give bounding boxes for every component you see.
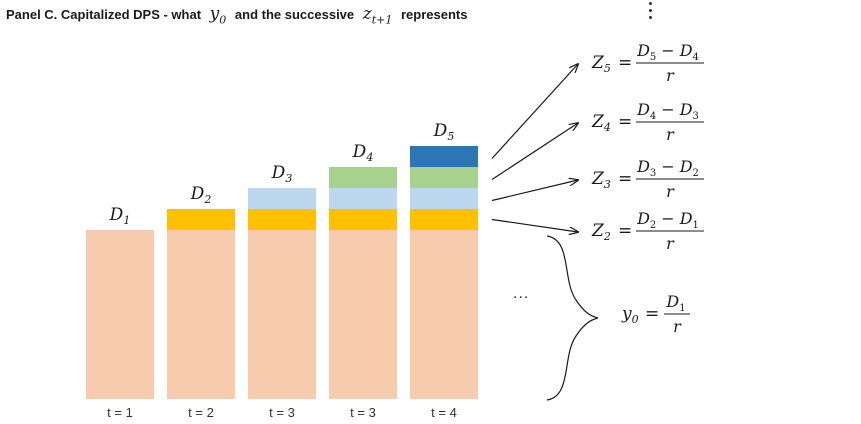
formula-denominator: r bbox=[666, 234, 675, 253]
bar-5: D5 t = 4 bbox=[410, 121, 478, 420]
bar-4-layer-3 bbox=[329, 188, 397, 209]
formula-y0-equals: = bbox=[645, 304, 659, 324]
bar-5-layer-3 bbox=[410, 188, 478, 209]
bar-5-dividend-label: D5 bbox=[433, 121, 455, 143]
bar-3-dividend-label: D3 bbox=[271, 163, 293, 185]
title-y0-var: y bbox=[209, 4, 220, 24]
title-middle: and the successive bbox=[234, 7, 355, 22]
arrow-to-formula-1 bbox=[491, 64, 578, 159]
title-y0-sub: 0 bbox=[219, 13, 227, 27]
formula-numerator: D2− D1 bbox=[636, 209, 699, 231]
arrow-to-formula-4 bbox=[491, 218, 578, 233]
formula-y0-denominator: r bbox=[673, 317, 682, 336]
bar-5-layer-4 bbox=[410, 167, 478, 188]
bar-3-layer-3 bbox=[248, 188, 316, 209]
formula-lhs: Z3 bbox=[591, 169, 611, 191]
arrow-to-formula-2 bbox=[491, 123, 578, 181]
bar-3-time-label: t = 3 bbox=[269, 405, 295, 420]
arrow-to-formula-3 bbox=[491, 180, 578, 202]
bar-2: D2 t = 2 bbox=[167, 184, 235, 420]
title-z-symbol: zt+1 bbox=[362, 4, 393, 27]
formula-numerator: D4− D3 bbox=[636, 100, 699, 122]
bar-5-layer-5 bbox=[410, 146, 478, 167]
formula-z2: Z2 =D2− D1 r bbox=[591, 209, 704, 253]
bars-group: D1 t = 1 D2 t = 2 D3 t = 3 D4 t = 3 D5 t = 4 bbox=[86, 121, 478, 420]
title-suffix: represents bbox=[401, 7, 468, 22]
bar-4-layer-1 bbox=[329, 230, 397, 399]
bar-1-layer-1 bbox=[86, 230, 154, 399]
bar-4: D4 t = 3 bbox=[329, 142, 397, 420]
bar-5-layer-1 bbox=[410, 230, 478, 399]
arrows-group bbox=[491, 64, 578, 233]
formula-numerator: D3− D2 bbox=[636, 157, 699, 179]
formula-z4: Z4 =D4− D3 r bbox=[591, 100, 704, 144]
formula-denominator: r bbox=[666, 182, 675, 201]
formula-equals: = bbox=[618, 53, 632, 73]
bar-2-time-label: t = 2 bbox=[188, 405, 214, 420]
horizontal-ellipsis: ... bbox=[513, 285, 530, 302]
formula-equals: = bbox=[618, 112, 632, 132]
bar-5-layer-2 bbox=[410, 209, 478, 230]
bar-4-dividend-label: D4 bbox=[352, 142, 374, 164]
bar-2-dividend-label: D2 bbox=[190, 184, 212, 206]
bar-1-time-label: t = 1 bbox=[107, 405, 133, 420]
vertical-ellipsis-icon bbox=[648, 2, 654, 23]
formula-equals: = bbox=[618, 169, 632, 189]
bar-2-layer-2 bbox=[167, 209, 235, 230]
title-prefix: Panel C. Capitalized DPS - what bbox=[6, 7, 202, 22]
formula-y0-lhs: y0 bbox=[621, 304, 639, 326]
formula-denominator: r bbox=[666, 125, 675, 144]
bar-4-layer-4 bbox=[329, 167, 397, 188]
formula-y0-numerator: D1 bbox=[665, 292, 685, 314]
title-y0-symbol: y0 bbox=[209, 4, 227, 27]
curly-brace bbox=[546, 235, 599, 401]
bar-3-layer-2 bbox=[248, 209, 316, 230]
formula-lhs: Z4 bbox=[591, 112, 611, 134]
bar-5-time-label: t = 4 bbox=[431, 405, 457, 420]
bar-4-time-label: t = 3 bbox=[350, 405, 376, 420]
formula-equals: = bbox=[618, 221, 632, 241]
formula-lhs: Z5 bbox=[591, 53, 611, 75]
bar-3: D3 t = 3 bbox=[248, 163, 316, 420]
bar-2-layer-1 bbox=[167, 230, 235, 399]
formula-z3: Z3 =D3− D2 r bbox=[591, 157, 704, 201]
formula-lhs: Z2 bbox=[591, 221, 611, 243]
bar-3-layer-1 bbox=[248, 230, 316, 399]
bar-1-dividend-label: D1 bbox=[109, 205, 131, 227]
title-z-var: z bbox=[362, 4, 372, 24]
bar-4-layer-2 bbox=[329, 209, 397, 230]
formula-z5: Z5 =D5− D4 r bbox=[591, 41, 704, 85]
formula-denominator: r bbox=[666, 66, 675, 85]
bar-1: D1 t = 1 bbox=[86, 205, 154, 420]
formula-y0: y0 = D1 r bbox=[621, 292, 690, 336]
formula-numerator: D5− D4 bbox=[636, 41, 699, 63]
panel-title: Panel C. Capitalized DPS - what y0 and t… bbox=[6, 4, 467, 26]
title-z-sub: t+1 bbox=[371, 13, 393, 27]
